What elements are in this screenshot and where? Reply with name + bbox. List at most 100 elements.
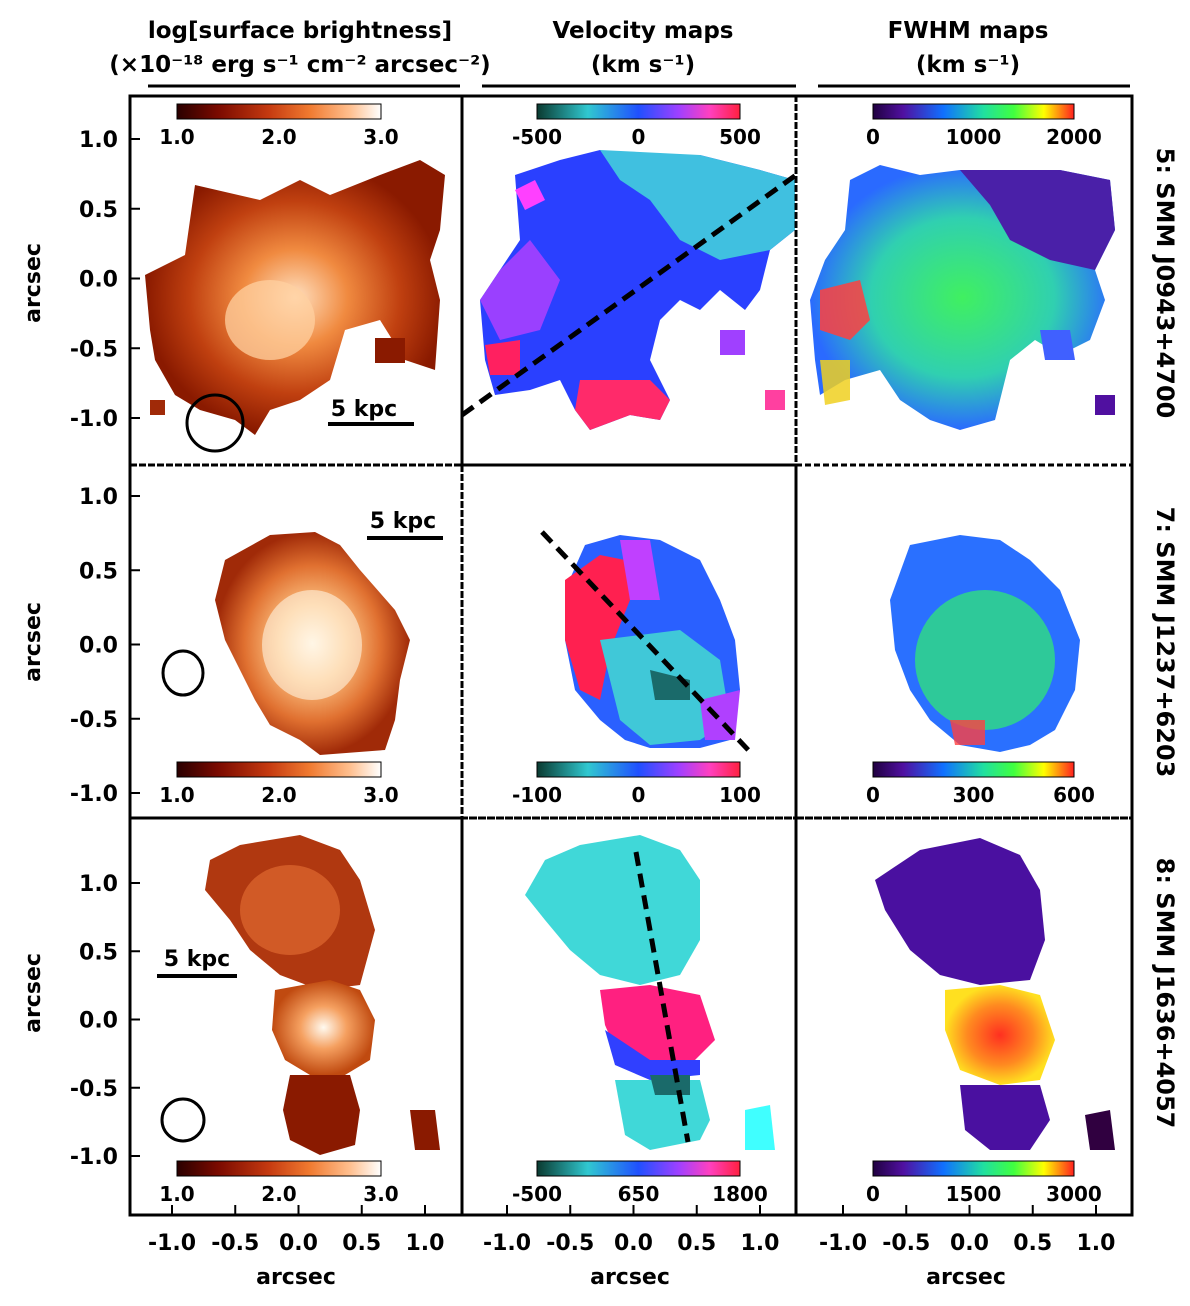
ylabel-row1: arcsec: [21, 243, 46, 323]
colorbar-tick-r2-c3: 600: [1053, 783, 1095, 807]
colorbar-tick-r1-c2: 500: [719, 125, 761, 149]
panel-frame-r2-c2: [460, 463, 798, 820]
map-velocity-row2: [540, 530, 755, 757]
ytick-label-row2: -1.0: [70, 782, 118, 807]
colorbar-tick-r3-c1: 1.0: [159, 1182, 194, 1206]
ytick-label-row2: 0.0: [79, 634, 118, 659]
panel-frames: [128, 94, 1134, 1217]
ytick-label-row1: 0.0: [79, 268, 118, 293]
xtick-label-col2: -0.5: [546, 1231, 594, 1256]
ytick-label-row3: 0.5: [79, 940, 118, 965]
ytick-label-row2: -0.5: [70, 708, 118, 733]
xtick-label-col2: -1.0: [483, 1231, 531, 1256]
header-surface-line2: (×10⁻¹⁸ erg s⁻¹ cm⁻² arcsec⁻²): [109, 52, 490, 78]
colorbar-tick-r3-c2: 1800: [712, 1182, 768, 1206]
panel-frame-r3-c2: [460, 816, 798, 1217]
colorbar-tick-r1-c3: 1000: [946, 125, 1002, 149]
colorbar-tick-r1-c2: -500: [512, 125, 562, 149]
colorbar-r1-c1: [176, 103, 382, 120]
colorbar-tick-r2-c2: 0: [632, 783, 646, 807]
xtick-label-col2: 0.0: [614, 1231, 653, 1256]
ylabel-row3: arcsec: [21, 953, 46, 1033]
xtick-label-col3: -0.5: [882, 1231, 930, 1256]
xtick-label-col3: 0.0: [950, 1231, 989, 1256]
colorbar-tick-r1-c1: 1.0: [159, 125, 194, 149]
colorbar-tick-r2-c2: -100: [512, 783, 562, 807]
row-label-3: 8: SMM J1636+4057: [1151, 858, 1179, 1129]
row-label-2: 7: SMM J1237+6203: [1151, 507, 1179, 778]
map-fwhm-row1: [810, 165, 1115, 430]
colorbar-tick-r2-c3: 0: [866, 783, 880, 807]
scalebar-row2: 5 kpc: [370, 509, 436, 534]
ylabel-row2: arcsec: [21, 602, 46, 682]
colorbar-r2-c1: [176, 761, 382, 778]
ytick-label-row1: 1.0: [79, 128, 118, 153]
ytick-label-row3: -0.5: [70, 1077, 118, 1102]
colorbar-r1-c3: [872, 103, 1075, 120]
map-surface-row2: 5 kpc: [161, 509, 443, 755]
colorbar-tick-r1-c2: 0: [632, 125, 646, 149]
axis-ticks: 1.0 0.5 0.0 -0.5 -1.0 1.0 0.5 0.0 -0.5 -1.0 1.0 0.5…: [70, 128, 1116, 1256]
xtick-label-col3: 0.5: [1013, 1231, 1052, 1256]
xtick-label-col1: -1.0: [148, 1231, 196, 1256]
header-velocity-line2: (km s⁻¹): [591, 52, 695, 78]
map-surface-row3: 5 kpc: [157, 835, 440, 1155]
xtick-label-col1: 1.0: [406, 1231, 445, 1256]
colorbar-tick-r3-c3: 0: [866, 1182, 880, 1206]
colorbar-tick-r3-c1: 2.0: [261, 1182, 296, 1206]
colorbar-tick-r2-c1: 3.0: [363, 783, 398, 807]
colorbar-tick-r3-c2: 650: [618, 1182, 660, 1206]
xlabel-col3: arcsec: [926, 1265, 1006, 1290]
colorbar-r2-c2: [536, 761, 741, 778]
ytick-label-row2: 1.0: [79, 485, 118, 510]
map-velocity-row1: [460, 150, 798, 430]
colorbar-tick-r1-c1: 2.0: [261, 125, 296, 149]
xlabel-col1: arcsec: [256, 1265, 336, 1290]
map-surface-row1: 5 kpc: [145, 160, 445, 453]
xlabel-col2: arcsec: [590, 1265, 670, 1290]
colorbar-tick-r2-c2: 100: [719, 783, 761, 807]
xtick-label-col1: 0.0: [279, 1231, 318, 1256]
xtick-label-col2: 1.0: [741, 1231, 780, 1256]
ytick-label-row1: -0.5: [70, 337, 118, 362]
map-fwhm-row3: [875, 838, 1115, 1150]
ytick-label-row1: 0.5: [79, 198, 118, 223]
colorbar-tick-r3-c2: -500: [512, 1182, 562, 1206]
column-headers: log[surface brightness] (×10⁻¹⁸ erg s⁻¹ …: [109, 18, 1130, 88]
xtick-label-col1: -0.5: [211, 1231, 259, 1256]
colorbar-tick-r3-c1: 3.0: [363, 1182, 398, 1206]
xtick-label-col2: 0.5: [677, 1231, 716, 1256]
header-velocity-line1: Velocity maps: [553, 18, 734, 44]
colorbar-r3-c2: [536, 1160, 741, 1177]
xtick-label-col1: 0.5: [342, 1231, 381, 1256]
colorbar-r1-c2: [536, 103, 741, 120]
scalebar-row3: 5 kpc: [164, 947, 230, 972]
header-surface-line1: log[surface brightness]: [148, 18, 452, 44]
colorbar-tick-r2-c3: 300: [953, 783, 995, 807]
map-velocity-row3: [525, 835, 775, 1150]
scalebar-row1: 5 kpc: [331, 397, 397, 422]
ytick-label-row3: -1.0: [70, 1145, 118, 1170]
colorbar-tick-r2-c1: 2.0: [261, 783, 296, 807]
ytick-label-row1: -1.0: [70, 407, 118, 432]
colorbar-r3-c1: [176, 1160, 382, 1177]
colorbar-tick-r1-c1: 3.0: [363, 125, 398, 149]
header-fwhm-line1: FWHM maps: [888, 18, 1049, 44]
colorbar-tick-r1-c3: 0: [866, 125, 880, 149]
xtick-label-col3: -1.0: [819, 1231, 867, 1256]
colorbar-tick-r1-c3: 2000: [1046, 125, 1102, 149]
outer-frame: [128, 94, 1134, 1217]
colorbar-r3-c3: [872, 1160, 1075, 1177]
header-fwhm-line2: (km s⁻¹): [916, 52, 1020, 78]
ytick-label-row3: 1.0: [79, 872, 118, 897]
ytick-label-row2: 0.5: [79, 559, 118, 584]
colorbar-tick-r3-c3: 3000: [1046, 1182, 1102, 1206]
row-label-1: 5: SMM J0943+4700: [1151, 148, 1179, 419]
colorbar-tick-r3-c3: 1500: [946, 1182, 1002, 1206]
ytick-label-row3: 0.0: [79, 1009, 118, 1034]
xtick-label-col3: 1.0: [1077, 1231, 1116, 1256]
colorbar-r2-c3: [872, 761, 1075, 778]
map-fwhm-row2: [890, 535, 1080, 752]
